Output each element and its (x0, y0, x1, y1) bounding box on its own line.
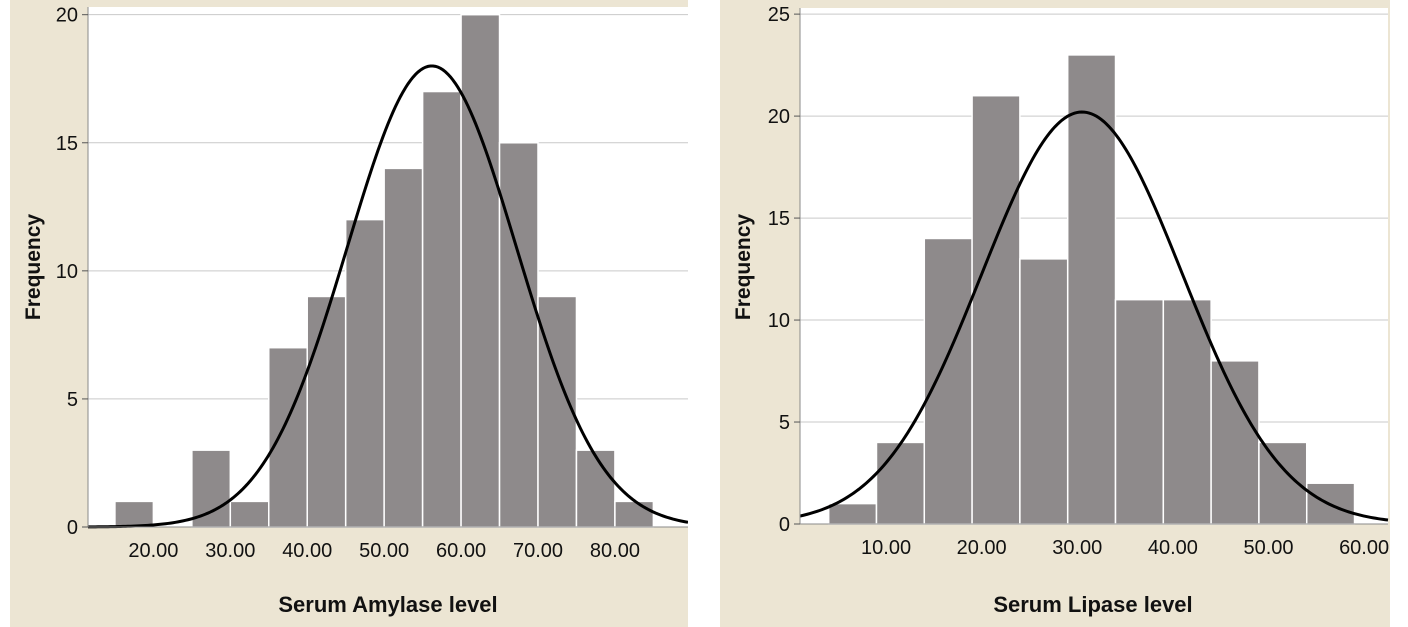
amylase-histogram-panel: 0 5 10 15 20 20.00 30.00 40.00 50.00 60.00 70.00 80… (10, 0, 688, 627)
x-tick-label: 50.00 (1243, 537, 1293, 559)
normal-distribution-curve (799, 110, 1389, 522)
x-tick-label: 80.00 (590, 540, 640, 562)
y-tick-label: 15 (56, 133, 78, 155)
histogram-bar (114, 500, 155, 528)
x-tick-label: 60.00 (1339, 537, 1389, 559)
histogram-bar (421, 90, 462, 528)
x-tick-label: 10.00 (861, 537, 911, 559)
x-tick-label: 40.00 (282, 540, 332, 562)
y-tick-label: 20 (768, 106, 790, 128)
x-tick-label: 50.00 (359, 540, 409, 562)
x-tick-label: 30.00 (1052, 537, 1102, 559)
histogram-bar (575, 449, 616, 528)
histogram-bar (1114, 298, 1165, 525)
y-axis-title: Frequency (732, 214, 755, 321)
histogram-bar (1066, 54, 1117, 525)
histogram-bar (827, 502, 878, 525)
histogram-bar (1019, 258, 1069, 525)
y-tick-label: 0 (67, 517, 78, 539)
normal-distribution-curve (87, 64, 688, 529)
y-tick-label: 10 (768, 310, 790, 332)
histogram-bar (306, 295, 347, 528)
histogram-bar (191, 449, 232, 528)
x-tick-label: 70.00 (513, 540, 563, 562)
y-tick-label: 5 (779, 412, 790, 434)
x-axis-title: Serum Lipase level (993, 592, 1192, 617)
y-axis-title: Frequency (22, 214, 45, 321)
histogram-bar (1162, 298, 1212, 525)
x-tick-label: 40.00 (1148, 537, 1198, 559)
histogram-bar (923, 237, 973, 525)
lipase-histogram-panel: 0 5 10 15 20 25 10.00 20.00 30.00 40.00 50.00 60.00… (720, 0, 1390, 627)
x-tick-label: 20.00 (128, 540, 178, 562)
y-tick-label: 20 (56, 5, 78, 27)
histogram-bar (875, 441, 926, 525)
histogram-bar (1210, 360, 1260, 525)
histogram-bar (971, 94, 1021, 525)
y-tick-label: 15 (768, 208, 790, 230)
histogram-bar (498, 142, 539, 528)
x-tick-label: 20.00 (957, 537, 1007, 559)
x-axis-title: Serum Amylase level (278, 592, 497, 617)
histogram-bar (460, 13, 501, 528)
histogram-bar (229, 500, 270, 528)
histogram-bar (268, 346, 308, 528)
y-tick-label: 25 (768, 4, 790, 26)
y-tick-label: 10 (56, 261, 78, 283)
x-tick-label: 30.00 (205, 540, 255, 562)
lipase-histogram-chart: 0 5 10 15 20 25 10.00 20.00 30.00 40.00 50.00 60.00… (720, 0, 1390, 627)
histogram-bar (383, 167, 424, 528)
histogram-bar (614, 500, 655, 528)
histogram-bar (344, 218, 385, 528)
y-tick-label: 0 (779, 514, 790, 536)
y-tick-label: 5 (67, 389, 78, 411)
amylase-histogram-chart: 0 5 10 15 20 20.00 30.00 40.00 50.00 60.00 70.00 80… (10, 0, 688, 627)
x-tick-label: 60.00 (436, 540, 486, 562)
